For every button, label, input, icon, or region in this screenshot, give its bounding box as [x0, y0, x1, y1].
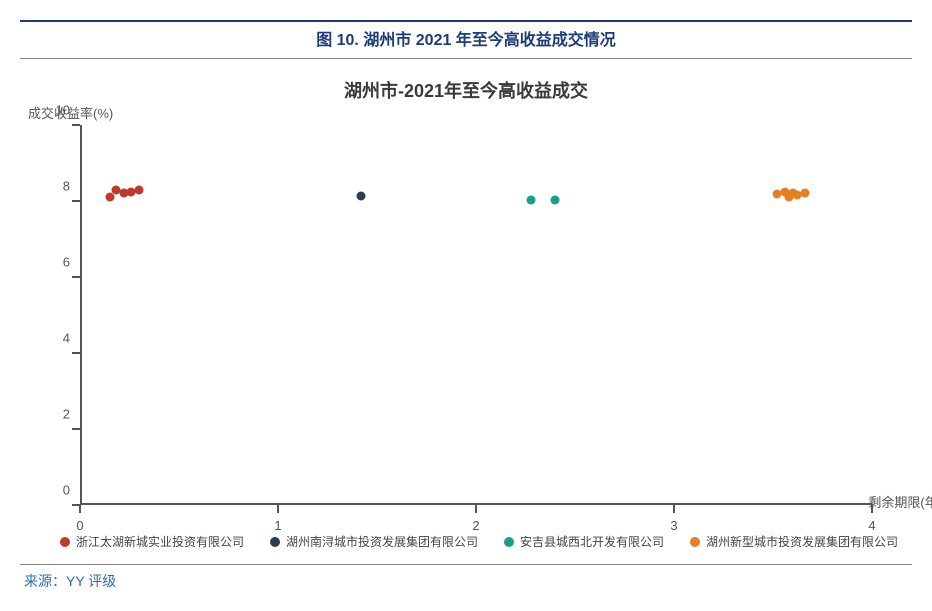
y-tick	[72, 428, 80, 430]
y-tick-label: 6	[44, 255, 70, 270]
legend-item: 湖州南浔城市投资发展集团有限公司	[270, 533, 478, 550]
legend-dot-icon	[504, 537, 514, 547]
top-rule	[20, 20, 912, 22]
source-label: 来源：YY 评级	[24, 571, 912, 591]
data-point	[551, 195, 560, 204]
y-tick	[72, 124, 80, 126]
data-point	[135, 186, 144, 195]
data-point	[527, 195, 536, 204]
y-tick	[72, 200, 80, 202]
x-tick	[871, 505, 873, 513]
x-axis-title: 剩余期限(年)	[868, 492, 932, 511]
y-tick-label: 2	[44, 407, 70, 422]
caption-underline	[20, 58, 912, 59]
y-tick-label: 4	[44, 331, 70, 346]
legend-label: 湖州南浔城市投资发展集团有限公司	[286, 533, 478, 550]
x-tick	[277, 505, 279, 513]
legend-item: 湖州新型城市投资发展集团有限公司	[690, 533, 898, 550]
x-tick	[79, 505, 81, 513]
bottom-rule	[20, 564, 912, 565]
chart-title: 湖州市-2021年至今高收益成交	[20, 77, 912, 103]
x-tick	[475, 505, 477, 513]
y-tick-label: 10	[44, 103, 70, 118]
y-axis-line	[80, 125, 82, 505]
data-point	[357, 192, 366, 201]
x-tick-label: 0	[76, 518, 83, 533]
legend-dot-icon	[60, 537, 70, 547]
legend-dot-icon	[270, 537, 280, 547]
x-tick-label: 2	[472, 518, 479, 533]
y-tick-label: 8	[44, 179, 70, 194]
plot-area: 成交收益率(%) 剩余期限(年) 024681001234	[80, 125, 872, 505]
y-tick	[72, 276, 80, 278]
data-point	[800, 189, 809, 198]
x-tick	[673, 505, 675, 513]
legend-item: 安吉县城西北开发有限公司	[504, 533, 664, 550]
legend-label: 浙江太湖新城实业投资有限公司	[76, 533, 244, 550]
legend-dot-icon	[690, 537, 700, 547]
y-axis-title: 成交收益率(%)	[28, 103, 113, 122]
x-tick-label: 4	[868, 518, 875, 533]
y-tick-label: 0	[44, 483, 70, 498]
legend-label: 湖州新型城市投资发展集团有限公司	[706, 533, 898, 550]
x-tick-label: 3	[670, 518, 677, 533]
figure-caption: 图 10. 湖州市 2021 年至今高收益成交情况	[20, 26, 912, 50]
chart: 成交收益率(%) 剩余期限(年) 024681001234 浙江太湖新城实业投资…	[20, 125, 912, 550]
x-tick-label: 1	[274, 518, 281, 533]
legend-item: 浙江太湖新城实业投资有限公司	[60, 533, 244, 550]
y-tick	[72, 352, 80, 354]
data-point	[105, 193, 114, 202]
legend-label: 安吉县城西北开发有限公司	[520, 533, 664, 550]
legend: 浙江太湖新城实业投资有限公司 湖州南浔城市投资发展集团有限公司 安吉县城西北开发有限…	[60, 533, 872, 550]
